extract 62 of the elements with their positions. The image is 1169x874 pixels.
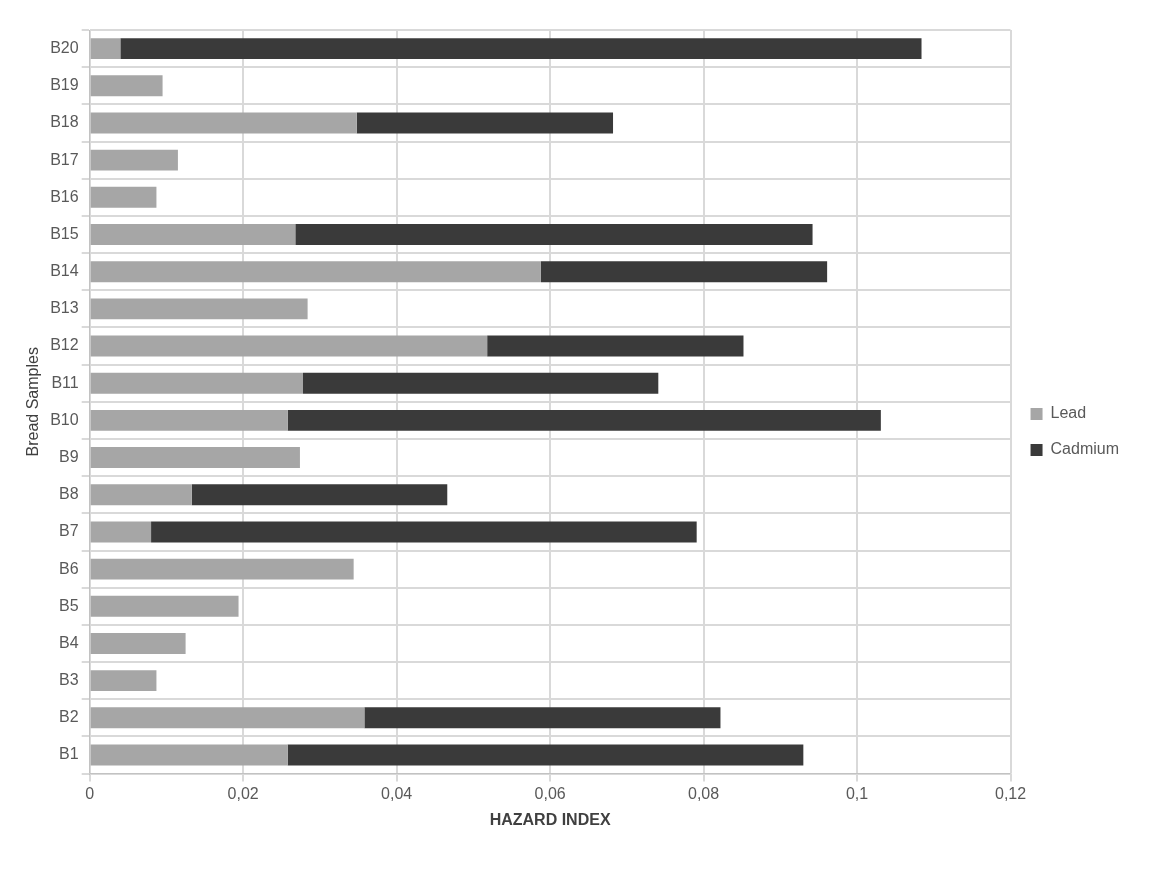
legend-label: Cadmium xyxy=(1050,440,1120,458)
bar xyxy=(90,372,303,394)
y-tick-label: B1 xyxy=(59,745,79,763)
bar xyxy=(90,186,157,208)
bar xyxy=(90,558,354,580)
bar xyxy=(90,670,157,692)
y-axis-title: Bread Samples xyxy=(24,347,42,457)
y-tick-label: B16 xyxy=(50,187,79,205)
y-tick-label: B20 xyxy=(50,39,79,56)
bar xyxy=(90,261,541,283)
y-tick-label: B4 xyxy=(59,633,79,651)
bar xyxy=(90,521,152,543)
bar xyxy=(364,707,721,729)
y-tick-label: B5 xyxy=(59,596,79,614)
bar xyxy=(540,261,828,283)
bar xyxy=(90,744,288,766)
bar xyxy=(120,38,922,60)
y-tick-label: B7 xyxy=(59,522,79,540)
x-tick-label: 0 xyxy=(85,784,95,802)
bar xyxy=(90,447,300,469)
y-tick-label: B13 xyxy=(50,299,79,317)
bar xyxy=(90,707,365,729)
x-tick-label: 0,12 xyxy=(994,784,1027,802)
y-tick-label: B18 xyxy=(50,113,79,131)
bar xyxy=(90,409,288,431)
y-tick-label: B8 xyxy=(59,485,79,503)
bar xyxy=(151,521,697,543)
x-tick-label: 0,02 xyxy=(227,784,259,802)
bar xyxy=(90,595,239,617)
bar xyxy=(90,633,186,654)
bar xyxy=(191,484,448,506)
x-tick-label: 0,04 xyxy=(381,784,413,802)
y-tick-label: B10 xyxy=(50,410,79,428)
y-tick-label: B17 xyxy=(50,150,79,168)
bar xyxy=(90,149,178,171)
y-tick-label: B9 xyxy=(59,447,79,465)
bar xyxy=(356,112,614,134)
bar xyxy=(487,335,744,357)
bar xyxy=(287,744,804,766)
bar xyxy=(303,372,659,394)
x-axis-title: HAZARD INDEX xyxy=(489,810,611,828)
x-tick-label: 0,08 xyxy=(688,784,720,802)
y-tick-label: B2 xyxy=(59,708,79,726)
y-tick-label: B14 xyxy=(50,262,79,280)
y-tick-label: B11 xyxy=(51,373,79,391)
y-tick-label: B19 xyxy=(50,76,79,94)
bar xyxy=(90,112,357,134)
y-tick-label: B15 xyxy=(50,224,79,242)
bar xyxy=(90,335,488,357)
y-tick-label: B6 xyxy=(59,559,79,577)
bar xyxy=(90,75,163,97)
bar xyxy=(287,409,881,431)
bar xyxy=(90,38,121,60)
legend-label: Lead xyxy=(1050,404,1087,422)
bar xyxy=(90,484,192,506)
bar xyxy=(90,298,308,320)
bar xyxy=(90,224,296,245)
bar xyxy=(295,224,813,245)
x-tick-label: 0,06 xyxy=(534,784,566,802)
x-tick-label: 0,1 xyxy=(845,784,869,802)
y-tick-label: B3 xyxy=(59,671,79,689)
y-tick-label: B12 xyxy=(50,336,79,354)
